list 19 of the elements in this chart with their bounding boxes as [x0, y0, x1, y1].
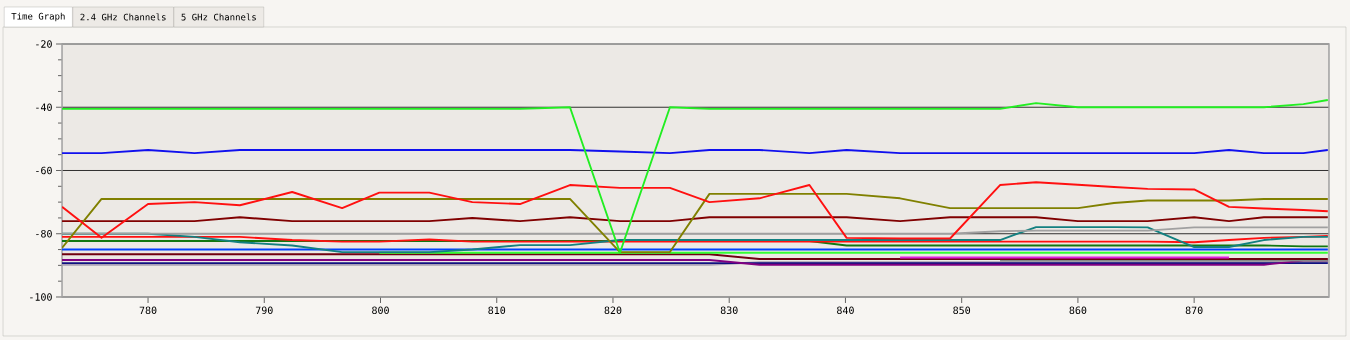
- text: Time Graph: [11, 12, 65, 22]
- x-tick-label: 810: [488, 306, 506, 315]
- x-tick-label: 780: [139, 306, 157, 315]
- x-tick-label: 850: [953, 306, 971, 315]
- x-tick-label: 800: [372, 306, 389, 315]
- text: 2.4 GHz Channels: [80, 13, 166, 21]
- x-tick-label: 860: [1069, 306, 1087, 315]
- x-tick-label: 840: [837, 306, 854, 315]
- y-tick-label: -80: [36, 229, 52, 238]
- x-tick-label: 820: [604, 306, 622, 315]
- y-tick-label: -20: [36, 40, 52, 48]
- x-tick-label: 790: [255, 306, 273, 315]
- text: 5 GHz Channels: [181, 13, 256, 21]
- x-tick-label: 870: [1185, 306, 1203, 315]
- x-tick-label: 830: [720, 306, 738, 315]
- y-tick-label: -40: [36, 103, 52, 112]
- line-series: [62, 181, 1329, 240]
- y-tick-label: -60: [36, 166, 52, 175]
- y-tick-label: -100: [30, 293, 52, 301]
